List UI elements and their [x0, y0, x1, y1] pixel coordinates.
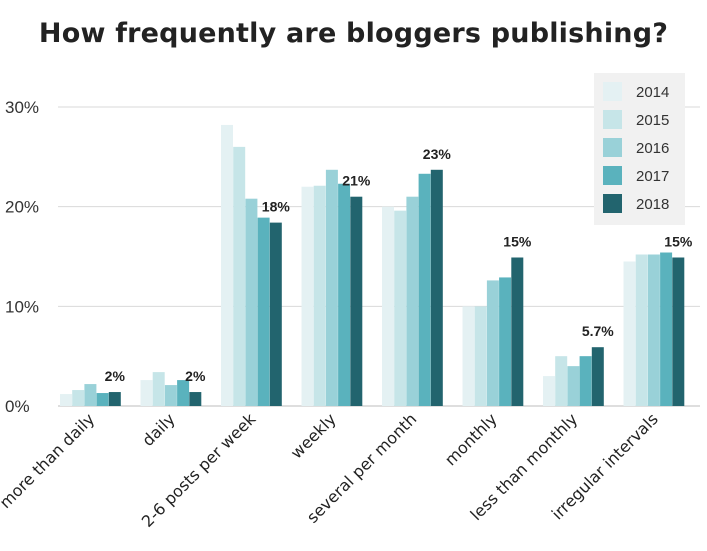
legend-swatch [603, 166, 622, 185]
bar [269, 222, 282, 406]
bar [511, 257, 524, 406]
bar [257, 217, 270, 406]
bar [647, 254, 660, 406]
y-tick-label: 0% [5, 397, 30, 416]
data-label: 18% [262, 199, 291, 215]
legend-swatch [603, 194, 622, 213]
category-label: monthly [441, 409, 501, 469]
bar [499, 277, 512, 406]
data-label: 15% [503, 233, 532, 249]
category-label: weekly [287, 409, 340, 462]
legend-label: 2014 [636, 84, 669, 101]
bar [60, 394, 72, 406]
bar [418, 173, 431, 406]
y-axis: 0% 10% 20% 30% [5, 98, 39, 416]
bar [189, 392, 202, 406]
bars [60, 124, 685, 406]
bar [338, 183, 351, 406]
data-label: 21% [342, 173, 371, 189]
data-label: 2% [185, 368, 206, 384]
legend-swatch [603, 82, 622, 101]
legend: 2014 2015 2016 2017 2018 [594, 73, 685, 225]
bar [462, 306, 475, 406]
data-labels: 2% 2% 18% 21% 23% 15% 5.7% 15% [105, 146, 693, 384]
bar [486, 280, 499, 406]
bar [84, 384, 97, 406]
bar [474, 306, 487, 406]
bar [72, 390, 85, 406]
category-label: more than daily [0, 409, 98, 512]
bar [301, 186, 314, 406]
bar [579, 356, 592, 406]
bar [567, 366, 580, 406]
bar [591, 347, 604, 406]
legend-label: 2015 [636, 112, 669, 129]
bar [543, 376, 555, 406]
bar [555, 356, 568, 406]
bar [140, 380, 153, 406]
bar [177, 380, 190, 406]
bar [623, 261, 636, 406]
data-label: 23% [423, 146, 452, 162]
bar [660, 252, 673, 406]
legend-label: 2016 [636, 140, 669, 157]
bar [672, 257, 685, 406]
category-label: daily [138, 409, 179, 450]
bar [108, 392, 121, 406]
bar [406, 196, 419, 406]
y-tick-label: 20% [5, 198, 39, 217]
bar [635, 254, 648, 406]
data-label: 5.7% [582, 323, 614, 339]
bar [382, 206, 394, 406]
y-tick-label: 10% [5, 297, 39, 316]
bar [221, 124, 233, 406]
bar [313, 185, 326, 406]
bar [394, 210, 407, 406]
legend-label: 2017 [636, 168, 669, 185]
bar [96, 393, 109, 406]
bar [164, 385, 177, 406]
legend-swatch [603, 110, 622, 129]
bar [245, 198, 258, 406]
data-label: 2% [105, 368, 126, 384]
bar [430, 169, 443, 406]
chart-title: How frequently are bloggers publishing? [38, 18, 669, 49]
legend-swatch [603, 138, 622, 157]
legend-label: 2018 [636, 196, 669, 213]
bar [325, 169, 338, 406]
bar [350, 196, 363, 406]
bar [233, 146, 246, 406]
y-tick-label: 30% [5, 98, 39, 117]
bar [152, 372, 165, 406]
data-label: 15% [664, 233, 693, 249]
